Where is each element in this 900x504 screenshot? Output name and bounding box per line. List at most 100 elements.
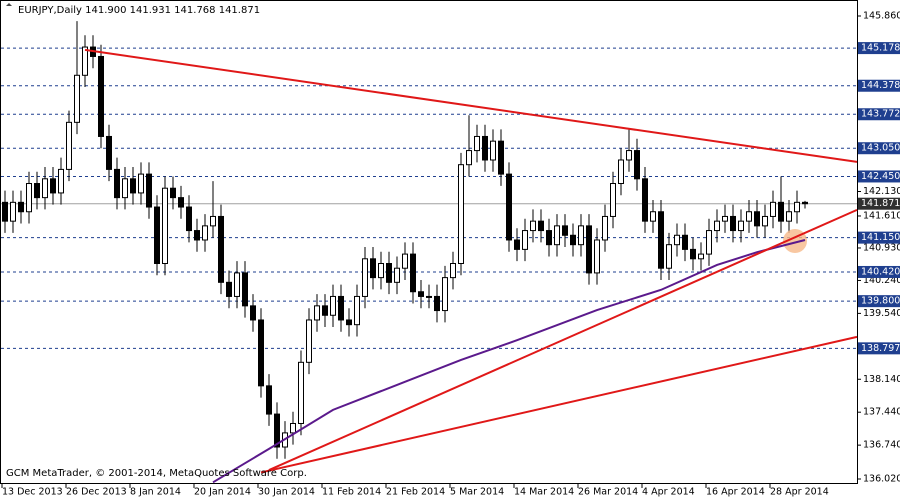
candle-body [730,215,736,232]
candle-body [50,178,56,194]
candle-body [354,295,360,326]
candle-body [690,248,696,260]
candle-body [322,305,328,316]
candle-body [482,135,488,161]
candle-body [226,281,232,297]
candle-body [466,150,472,166]
candle-body [722,215,728,222]
candle-body [578,225,584,246]
candle-body [258,319,264,387]
candle-body [2,201,8,222]
candle-body [778,201,784,222]
candle-body [786,211,792,222]
level-box [858,170,900,183]
candle-body [674,234,680,246]
y-tick-label: 145.860 [863,10,900,21]
last-price-box [858,197,900,210]
candle-body [386,263,392,283]
level-box [858,342,900,355]
candle-body [434,295,440,312]
candle-body [618,159,624,185]
x-tick-label: 28 Apr 2014 [770,487,829,498]
candle-body [74,74,80,123]
candle-body [122,178,128,199]
candle-body [522,230,528,250]
level-label: 144.378 [861,80,900,91]
candle-body [538,220,544,232]
chart-title: EURJPY,Daily 141.900 141.931 141.768 141… [18,5,260,16]
candle-body [378,263,384,279]
candle-body [314,305,320,321]
candle-body [178,197,184,208]
candle-body [306,319,312,363]
candle-body [570,234,576,246]
level-box [858,142,900,155]
trend-line [84,48,858,163]
candle-body [610,183,616,217]
candle-body [362,258,368,297]
x-tick-label: 13 Dec 2013 [2,487,63,498]
trend-line [268,208,858,471]
y-tick-label: 140.930 [863,242,900,253]
level-label: 141.150 [861,232,900,243]
candle-body [746,211,752,222]
candle-body [58,168,64,194]
x-tick-label: 4 Apr 2014 [642,487,695,498]
candle-body [802,201,808,205]
y-tick-label: 136.740 [863,440,900,451]
candle-body [562,225,568,236]
y-tick-label: 137.440 [863,407,900,418]
candle-body [82,46,88,76]
candle-body [794,201,800,213]
candle-body [26,183,32,213]
candle-body [402,253,408,269]
candle-body [210,215,216,227]
candle-body [426,295,432,298]
candle-body [474,135,480,152]
x-tick-label: 14 Mar 2014 [514,487,574,498]
candle-body [218,215,224,283]
candle-body [394,267,400,283]
moving-average [212,239,806,484]
candle-body [330,295,336,316]
level-box [858,231,900,244]
candle-body [18,201,24,213]
candle-body [346,319,352,326]
candle-body [138,173,144,194]
x-tick-label: 20 Jan 2014 [194,487,251,498]
x-tick-label: 8 Jan 2014 [130,487,181,498]
candle-body [154,206,160,265]
candle-body [146,173,152,208]
x-tick-label: 16 Apr 2014 [706,487,765,498]
plot-frame [0,0,858,484]
candle-body [410,253,416,293]
y-tick-label: 142.130 [863,186,900,197]
level-box [858,108,900,121]
y-tick-label: 136.020 [863,474,900,485]
candle-body [442,277,448,312]
footer: GCM MetaTrader, © 2001-2014, MetaQuotes … [6,468,307,479]
x-tick-label: 26 Dec 2013 [66,487,127,498]
candle-body [298,361,304,424]
candle-body [594,239,600,274]
candle-body [682,234,688,250]
candle-body [554,225,560,246]
candle-body [66,121,72,170]
candle-body [106,135,112,170]
x-tick-label: 30 Jan 2014 [258,487,315,498]
candle-body [762,215,768,227]
level-box [858,79,900,92]
candle-body [186,206,192,232]
y-tick-label: 140.240 [863,275,900,286]
candle-body [738,220,744,232]
candle-body [698,253,704,260]
y-tick-label: 138.140 [863,374,900,385]
candle-body [706,230,712,255]
mark-layer [2,21,808,459]
candle-body [770,201,776,217]
level-box [858,265,900,278]
candle-body [234,272,240,297]
candle-body [202,225,208,241]
last-price-label: 141.871 [861,198,900,209]
candle-body [418,291,424,297]
